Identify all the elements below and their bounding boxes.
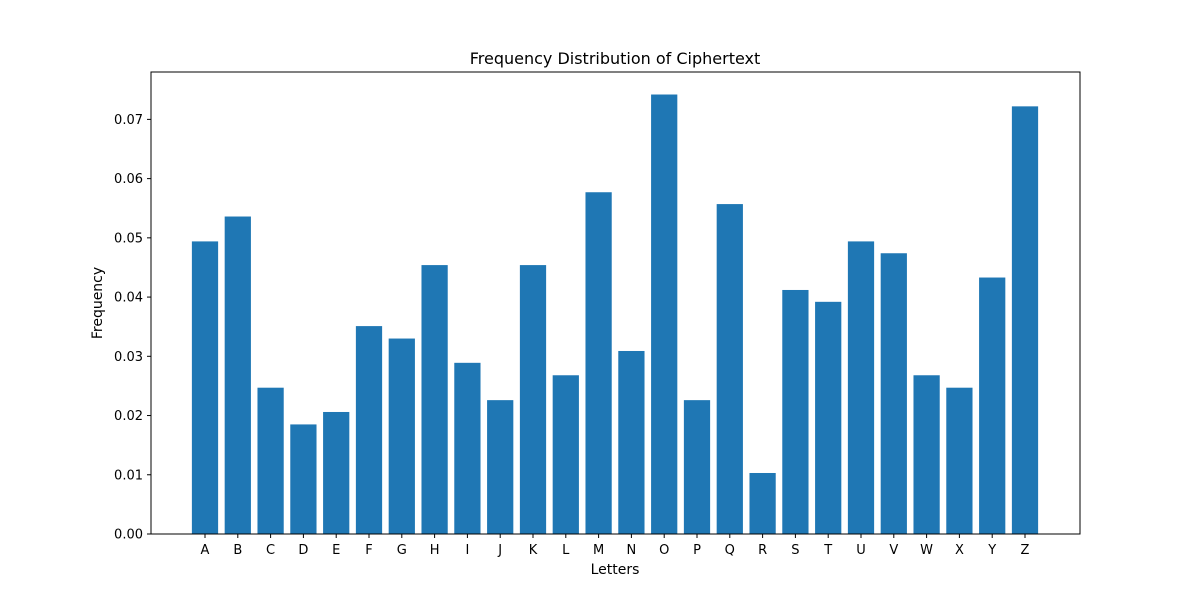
x-tick-label: S — [791, 543, 799, 558]
bar-n — [618, 350, 645, 534]
bar-q — [716, 204, 743, 534]
bar-w — [913, 375, 940, 534]
y-tick-label: 0.00 — [114, 528, 143, 543]
bar-s — [782, 289, 809, 534]
plot-frame — [150, 71, 1081, 535]
y-tick-label: 0.02 — [114, 409, 143, 424]
bar-l — [552, 375, 579, 534]
x-tick-label: Y — [987, 543, 996, 558]
bar-z — [1011, 106, 1039, 534]
x-tick-label: L — [562, 543, 570, 558]
y-tick-label: 0.07 — [114, 113, 143, 128]
bar-u — [847, 241, 875, 534]
chart-title: Frequency Distribution of Ciphertext — [470, 49, 761, 68]
x-tick-label: B — [233, 543, 242, 558]
x-tick-label: T — [823, 543, 832, 558]
y-tick-label: 0.04 — [114, 291, 143, 306]
y-tick-label: 0.05 — [114, 231, 143, 246]
x-tick-label: A — [201, 543, 210, 558]
bar-x — [946, 387, 973, 534]
y-axis-label: Frequency — [90, 267, 106, 339]
x-tick-label: C — [266, 543, 275, 558]
x-tick-label: H — [430, 543, 440, 558]
x-tick-label: U — [856, 543, 866, 558]
x-tick-label: F — [365, 543, 372, 558]
y-tick-label: 0.01 — [114, 468, 143, 483]
y-tick-label: 0.06 — [114, 172, 143, 187]
x-tick-label: M — [593, 543, 604, 558]
x-tick-label: D — [298, 543, 308, 558]
y-tick-label: 0.03 — [114, 350, 143, 365]
x-tick-label: V — [889, 543, 898, 558]
x-tick-label: X — [955, 543, 964, 558]
x-tick-label: W — [920, 543, 933, 558]
x-tick-label: Q — [725, 543, 735, 558]
x-tick-label: J — [497, 543, 502, 558]
bar-g — [388, 338, 415, 534]
bar-b — [224, 216, 251, 534]
bar-m — [585, 192, 612, 535]
x-tick-label: E — [332, 543, 340, 558]
x-axis: A B C D E F G H I J K L M N O P Q R S T U V W X Y Z — [201, 534, 1030, 558]
bar-c — [257, 387, 284, 534]
bar-v — [880, 253, 907, 534]
bars-layer — [191, 94, 1039, 535]
x-tick-label: K — [529, 543, 538, 558]
x-tick-label: N — [627, 543, 637, 558]
x-tick-label: R — [758, 543, 767, 558]
bar-t — [815, 301, 842, 534]
bar-y — [979, 277, 1006, 534]
bar-f — [355, 326, 383, 534]
x-tick-label: G — [397, 543, 407, 558]
bar-h — [421, 265, 448, 534]
bar-j — [487, 400, 514, 534]
bar-p — [683, 400, 711, 534]
bar-i — [454, 362, 481, 534]
x-axis-label: Letters — [591, 562, 640, 578]
x-tick-label: P — [693, 543, 701, 558]
x-tick-label: I — [465, 543, 469, 558]
bar-e — [323, 411, 350, 534]
bar-o — [651, 94, 678, 534]
x-tick-label: Z — [1021, 543, 1030, 558]
x-tick-label: O — [659, 543, 669, 558]
bar-d — [290, 424, 317, 534]
bar-r — [749, 472, 776, 534]
y-axis: 0.00 0.01 0.02 0.03 0.04 0.05 0.06 0.07 — [114, 113, 151, 543]
bar-k — [519, 265, 547, 534]
bar-a — [191, 241, 219, 534]
